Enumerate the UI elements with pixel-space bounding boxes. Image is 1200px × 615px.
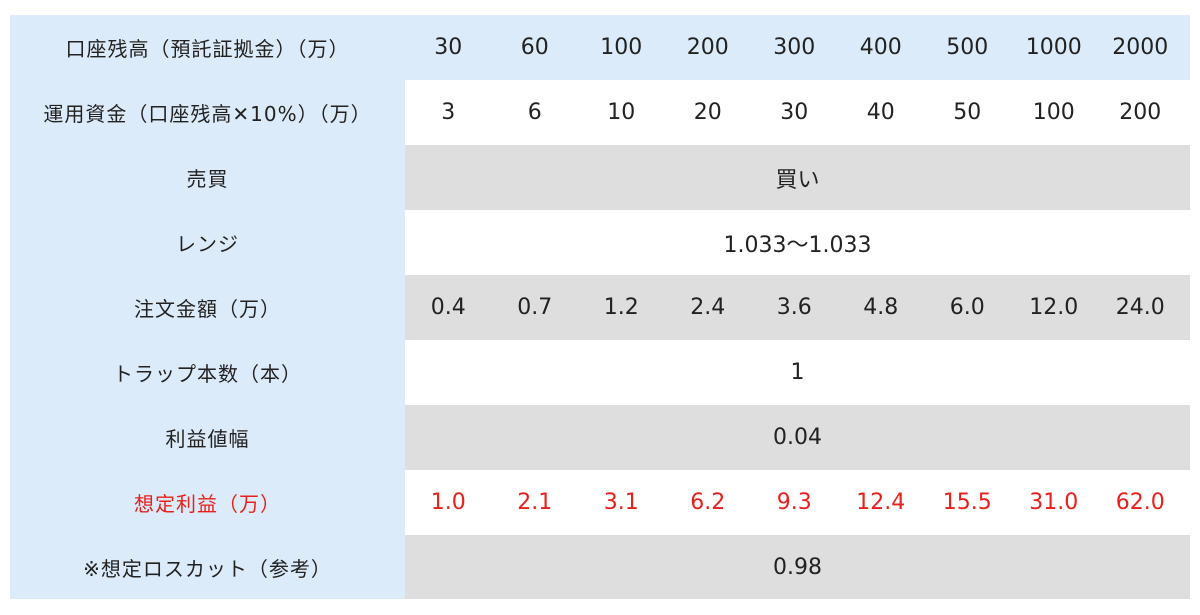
merged-cell: 1 (790, 360, 805, 385)
table-cell: 2.4 (690, 295, 726, 320)
table-row-profit-width: 利益値幅 0.04 (10, 405, 1190, 470)
table-row-operating-funds: 運用資金（口座残高✕10%）（万） 3 6 10 20 30 40 50 100… (10, 80, 1190, 145)
table-row-expected-losscut: ※想定ロスカット（参考） 0.98 (10, 535, 1190, 599)
table-cell: 100 (1032, 100, 1075, 125)
table-cell: 6.2 (690, 490, 726, 515)
table-cell: 40 (866, 100, 895, 125)
row-label: 売買 (10, 145, 405, 210)
table-cell: 31.0 (1029, 490, 1079, 515)
table-cell: 10 (607, 100, 636, 125)
row-label: レンジ (10, 210, 405, 275)
merged-cell: 1.033〜1.033 (723, 232, 872, 258)
table-cell: 62.0 (1115, 490, 1165, 515)
table-cell: 0.4 (430, 295, 466, 320)
table-cell: 15.5 (942, 490, 992, 515)
table-cell: 200 (1119, 100, 1162, 125)
table-cell: 0.7 (517, 295, 553, 320)
row-label: 注文金額（万） (10, 275, 405, 340)
table-cell: 1.2 (603, 295, 639, 320)
table-row-order-amount: 注文金額（万） 0.4 0.7 1.2 2.4 3.6 4.8 6.0 12.0… (10, 275, 1190, 340)
row-label: 口座残高（預託証拠金）（万） (10, 15, 405, 80)
table-row-trap-count: トラップ本数（本） 1 (10, 340, 1190, 405)
table-cell: 6.0 (949, 295, 985, 320)
table-cell: 20 (693, 100, 722, 125)
table-cell: 3.6 (776, 295, 812, 320)
table-row-trade-side: 売買 買い (10, 145, 1190, 210)
table-cell: 1.0 (430, 490, 466, 515)
table-cell: 12.0 (1029, 295, 1079, 320)
table-row-expected-profit: 想定利益（万） 1.0 2.1 3.1 6.2 9.3 12.4 15.5 31… (10, 470, 1190, 535)
row-label: トラップ本数（本） (10, 340, 405, 405)
table-cell: 200 (686, 35, 729, 60)
row-label: 運用資金（口座残高✕10%）（万） (10, 80, 405, 145)
table-cell: 50 (953, 100, 982, 125)
row-label: 利益値幅 (10, 405, 405, 470)
row-label: ※想定ロスカット（参考） (10, 535, 405, 599)
table-cell: 24.0 (1115, 295, 1165, 320)
table-cell: 400 (859, 35, 902, 60)
table-cell: 2000 (1112, 35, 1169, 60)
table-cell: 6 (527, 100, 542, 125)
table-cell: 9.3 (776, 490, 812, 515)
merged-cell: 0.98 (773, 554, 822, 580)
table-cell: 3.1 (603, 490, 639, 515)
table-cell: 30 (434, 35, 463, 60)
simulation-table: 口座残高（預託証拠金）（万） 30 60 100 200 300 400 500… (10, 15, 1190, 599)
table-row-range: レンジ 1.033〜1.033 (10, 210, 1190, 275)
table-row-account-balance: 口座残高（預託証拠金）（万） 30 60 100 200 300 400 500… (10, 15, 1190, 80)
table-cell: 4.8 (863, 295, 899, 320)
table-cell: 2.1 (517, 490, 553, 515)
row-label: 想定利益（万） (10, 470, 405, 535)
merged-cell: 買い (775, 167, 820, 193)
table-cell: 1000 (1025, 35, 1082, 60)
table-cell: 100 (600, 35, 643, 60)
table-cell: 300 (773, 35, 816, 60)
merged-cell: 0.04 (773, 425, 822, 450)
table-cell: 60 (520, 35, 549, 60)
table-cell: 500 (946, 35, 989, 60)
table-cell: 30 (780, 100, 809, 125)
table-cell: 3 (441, 100, 456, 125)
table-cell: 12.4 (856, 490, 906, 515)
